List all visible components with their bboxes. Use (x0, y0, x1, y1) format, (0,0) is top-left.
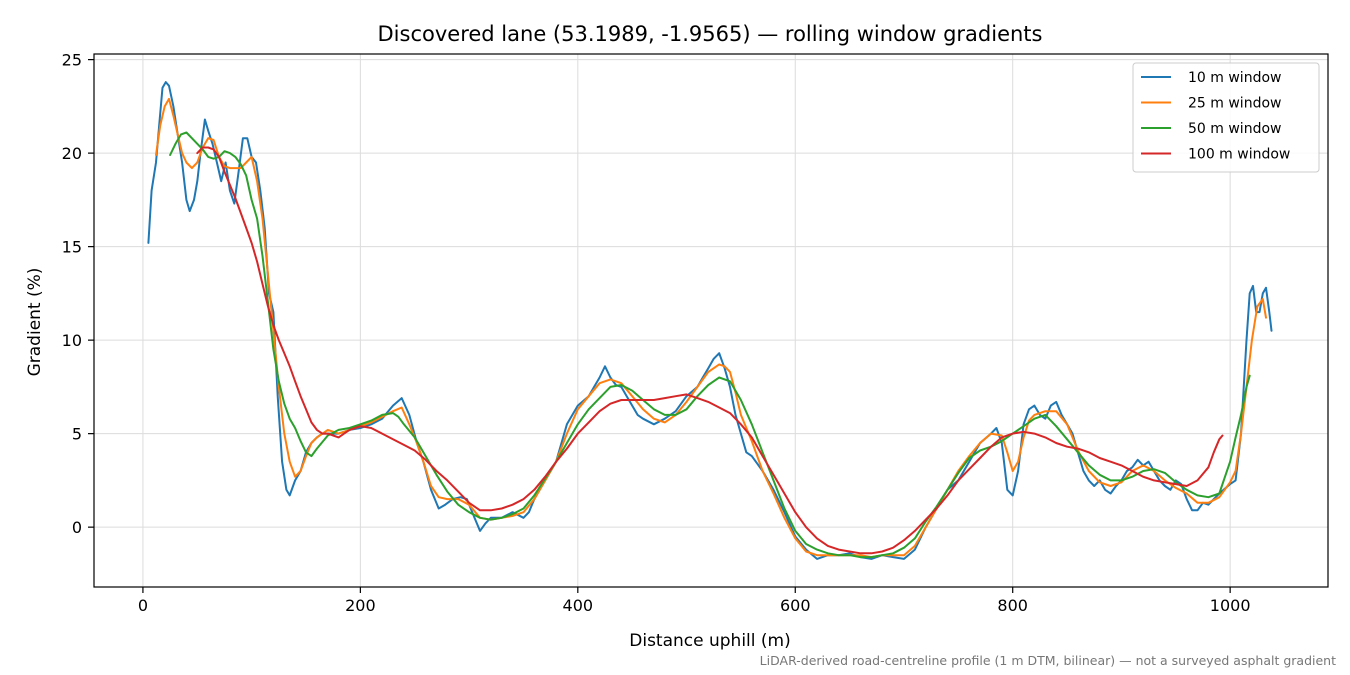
y-tick-label: 15 (62, 238, 82, 257)
x-tick-label: 600 (780, 596, 811, 615)
x-tick-label: 1000 (1210, 596, 1251, 615)
y-tick-label: 0 (72, 518, 82, 537)
x-tick-label: 400 (563, 596, 594, 615)
chart-title: Discovered lane (53.1989, -1.9565) — rol… (378, 22, 1043, 46)
legend-label: 25 m window (1188, 96, 1281, 112)
plot-area-frame (93, 53, 1329, 588)
x-axis-label: Distance uphill (m) (629, 631, 790, 651)
y-tick-label: 25 (62, 51, 82, 70)
x-tick-label: 800 (997, 596, 1028, 615)
footnote: LiDAR-derived road-centreline profile (1… (760, 653, 1336, 668)
y-tick-label: 10 (62, 331, 82, 350)
grid (94, 54, 1328, 587)
series-lines (147, 81, 1273, 560)
series-line-1 (147, 81, 1273, 560)
legend-label: 50 m window (1188, 121, 1281, 137)
legend: 10 m window 25 m window 50 m window 100 m w… (1132, 62, 1320, 173)
legend-label: 100 m window (1188, 147, 1290, 163)
y-tick-label: 5 (72, 425, 82, 444)
legend-label: 10 m window (1188, 70, 1281, 86)
legend-box (1132, 62, 1320, 173)
axis-ticks: 0 200 400 600 800 1000 0 5 10 15 20 25 (62, 51, 1251, 615)
y-tick-label: 20 (62, 144, 82, 163)
series-line-2 (155, 97, 1267, 559)
series-line-4 (196, 146, 1224, 555)
y-axis-label: Gradient (%) (25, 268, 45, 377)
x-tick-label: 0 (138, 596, 148, 615)
x-tick-label: 200 (345, 596, 376, 615)
